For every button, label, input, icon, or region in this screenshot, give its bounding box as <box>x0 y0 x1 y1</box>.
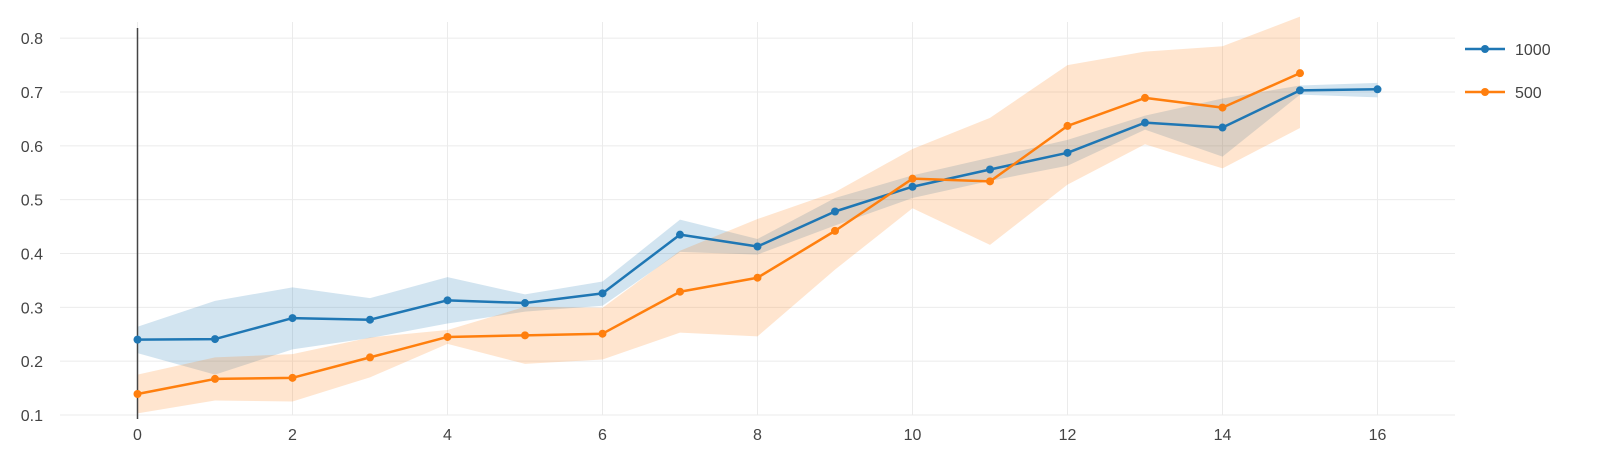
data-point-500[interactable] <box>908 174 917 183</box>
data-point-1000[interactable] <box>133 335 142 344</box>
legend-item-500[interactable]: 500 <box>1465 85 1542 102</box>
data-point-1000[interactable] <box>1063 148 1072 157</box>
legend-item-1000[interactable]: 1000 <box>1465 42 1551 59</box>
data-point-1000[interactable] <box>908 182 917 191</box>
x-tick-label: 4 <box>443 427 452 444</box>
data-point-500[interactable] <box>288 373 297 382</box>
data-point-1000[interactable] <box>521 299 529 308</box>
x-axis-ticks: 0 2 4 6 8 10 12 14 16 <box>133 427 1386 444</box>
y-tick-label: 0.7 <box>21 85 43 102</box>
y-tick-label: 0.6 <box>21 139 43 156</box>
data-point-500[interactable] <box>986 177 994 186</box>
data-point-500[interactable] <box>521 331 529 340</box>
data-point-1000[interactable] <box>1296 86 1304 95</box>
data-point-1000[interactable] <box>211 335 219 344</box>
x-tick-label: 2 <box>288 427 297 444</box>
series-points <box>133 69 1382 399</box>
series-line-500 <box>137 72 1301 396</box>
data-point-1000[interactable] <box>986 165 994 174</box>
data-point-500[interactable] <box>443 332 452 341</box>
data-point-500[interactable] <box>753 273 762 282</box>
data-point-1000[interactable] <box>598 289 607 298</box>
legend-label-500: 500 <box>1515 85 1542 102</box>
data-point-500[interactable] <box>1063 121 1072 130</box>
y-tick-label: 0.2 <box>21 354 43 371</box>
data-point-500[interactable] <box>1296 69 1304 78</box>
data-point-1000[interactable] <box>288 314 297 323</box>
legend-marker-1000 <box>1481 45 1489 53</box>
data-point-500[interactable] <box>598 329 607 338</box>
legend-label-1000: 1000 <box>1515 42 1551 59</box>
data-point-1000[interactable] <box>676 230 684 239</box>
data-point-500[interactable] <box>211 374 219 383</box>
x-tick-label: 16 <box>1369 427 1387 444</box>
x-tick-label: 8 <box>753 427 762 444</box>
data-point-1000[interactable] <box>1373 85 1382 94</box>
data-point-500[interactable] <box>1141 93 1149 102</box>
confidence-band-500 <box>137 16 1300 414</box>
data-point-1000[interactable] <box>1141 118 1149 127</box>
x-tick-label: 12 <box>1059 427 1077 444</box>
y-tick-label: 0.4 <box>21 246 43 263</box>
x-tick-label: 0 <box>133 427 142 444</box>
data-point-1000[interactable] <box>443 296 452 305</box>
grid-lines <box>60 22 1455 416</box>
legend[interactable]: 1000 500 <box>1465 42 1551 102</box>
data-point-1000[interactable] <box>753 242 762 251</box>
data-point-1000[interactable] <box>831 207 839 216</box>
y-tick-label: 0.8 <box>21 31 43 48</box>
x-tick-label: 10 <box>904 427 922 444</box>
x-tick-label: 6 <box>598 427 607 444</box>
data-point-1000[interactable] <box>366 315 374 324</box>
y-tick-label: 0.1 <box>21 408 43 425</box>
x-tick-label: 14 <box>1214 427 1232 444</box>
data-point-1000[interactable] <box>1218 123 1227 132</box>
y-axis-ticks: 0.1 0.2 0.3 0.4 0.5 0.6 0.7 0.8 <box>21 31 43 425</box>
y-tick-label: 0.5 <box>21 193 43 210</box>
data-point-500[interactable] <box>831 226 839 235</box>
data-point-500[interactable] <box>133 390 142 399</box>
data-point-500[interactable] <box>1218 103 1227 112</box>
data-point-500[interactable] <box>366 353 374 362</box>
legend-marker-500 <box>1481 88 1489 96</box>
y-tick-label: 0.3 <box>21 300 43 317</box>
data-point-500[interactable] <box>676 287 684 296</box>
